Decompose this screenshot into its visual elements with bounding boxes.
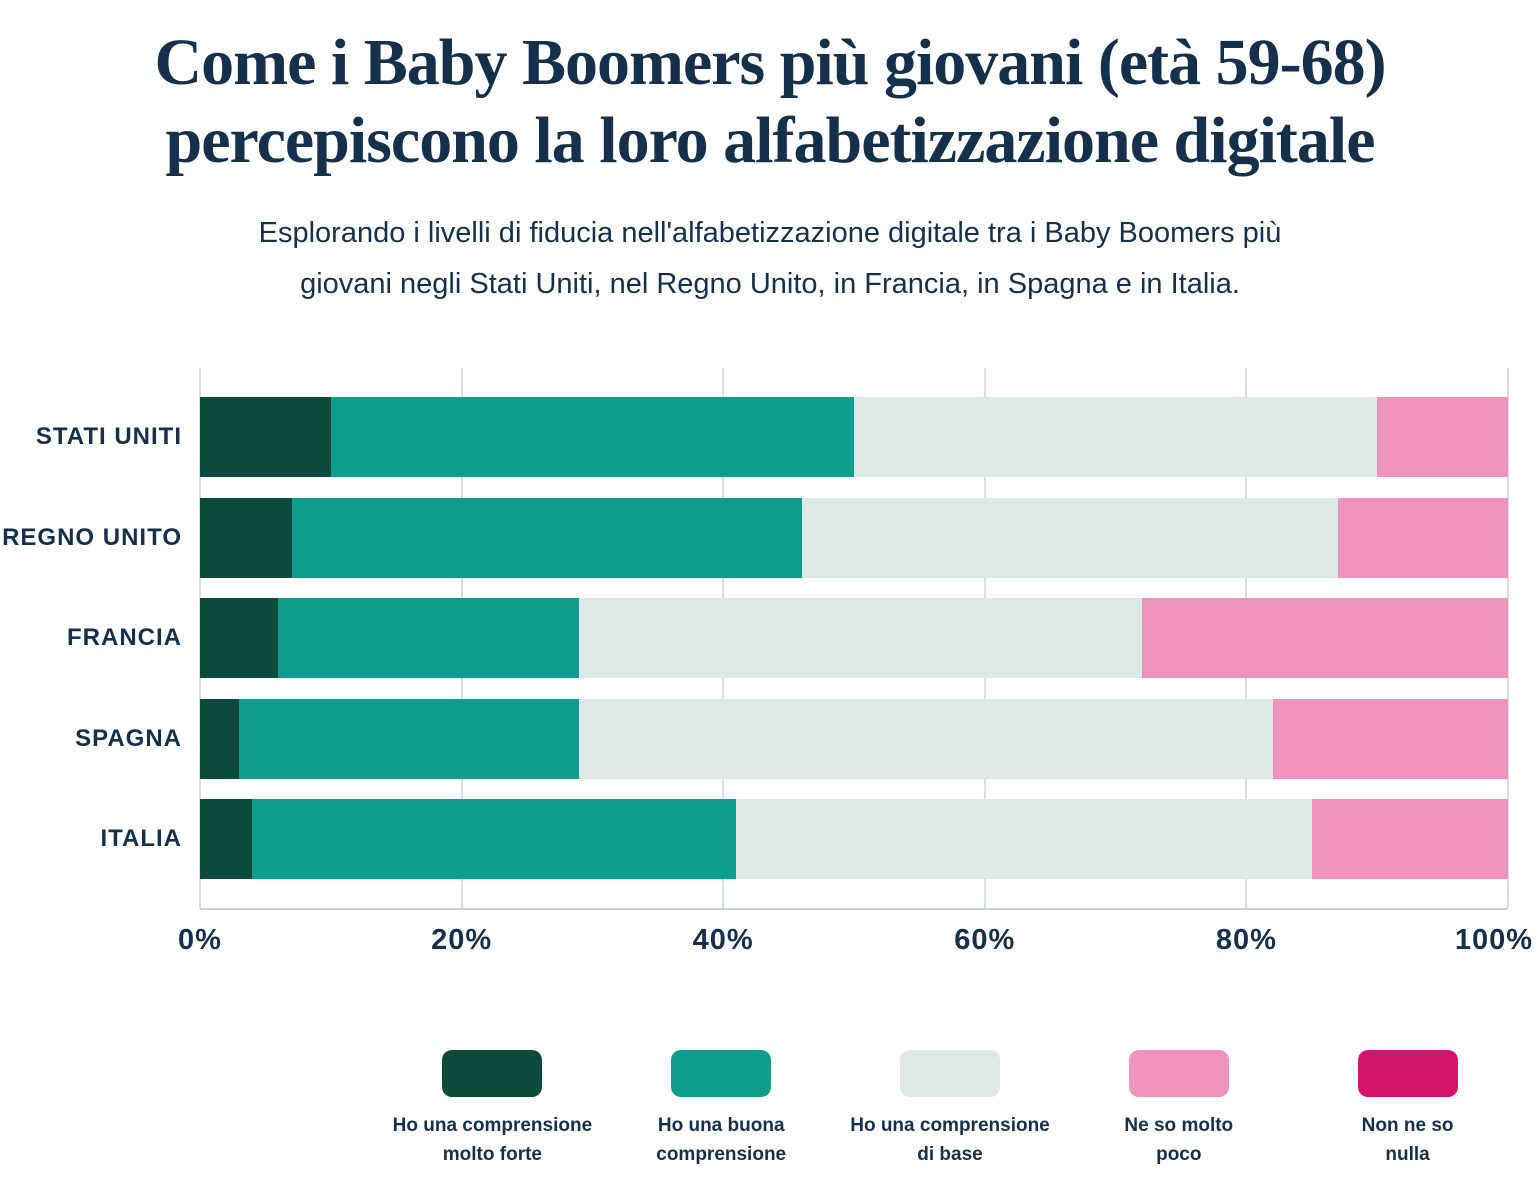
axis-tick-label: 20% <box>431 924 493 956</box>
bar-row <box>200 598 1508 678</box>
category-axis: STATI UNITI REGNO UNITO FRANCIA SPAGNA ITALI… <box>0 368 182 908</box>
bar-row <box>200 397 1508 477</box>
legend-item-label: Ho una buona comprensione <box>656 1115 787 1165</box>
category-label: ITALIA <box>100 825 182 852</box>
bar-segment <box>200 497 292 578</box>
legend-swatch <box>899 1050 1000 1097</box>
legend-item: Ho una buona comprensione <box>607 1050 836 1169</box>
legend-swatch <box>442 1050 543 1097</box>
page-title: Come i Baby Boomers più giovani (età 59-… <box>154 26 1386 177</box>
bar-segment <box>239 698 580 779</box>
bar-segment <box>200 598 279 678</box>
legend-item-label: Ho una comprensione molto forte <box>392 1115 593 1165</box>
bar-segment <box>278 598 580 678</box>
value-axis: 0% 20% 40% 60% 80% 100% <box>178 924 1532 968</box>
legend-item: Ho una comprensione molto forte <box>378 1050 607 1169</box>
legend-item-label: Ne so molto poco <box>1124 1115 1234 1165</box>
legend: Ho una comprensione molto forte Ho una bu… <box>378 1050 1522 1169</box>
bar-segment <box>330 397 854 477</box>
bar-segment <box>200 397 331 477</box>
stacked-bar-chart: STATI UNITI REGNO UNITO FRANCIA SPAGNA ITALI… <box>0 368 1540 968</box>
legend-swatch <box>671 1050 772 1097</box>
bar-segment <box>200 698 240 779</box>
category-label: FRANCIA <box>67 624 182 651</box>
bar-segment <box>291 497 802 578</box>
legend-item: Ho una comprensione di base <box>836 1050 1065 1169</box>
legend-item: Non ne so nulla <box>1293 1050 1522 1169</box>
category-label: REGNO UNITO <box>2 523 182 551</box>
bar-segment <box>1377 397 1508 477</box>
bar-segment <box>736 799 1312 879</box>
category-label: STATI UNITI <box>35 423 182 450</box>
axis-tick-label: 60% <box>954 924 1016 956</box>
bar-segment <box>200 799 253 879</box>
bar-row <box>200 497 1508 578</box>
legend-swatch <box>1357 1050 1458 1097</box>
bar-segment <box>1141 598 1508 678</box>
axis-tick-label: 100% <box>1454 924 1534 956</box>
bar-segment <box>1272 698 1508 779</box>
page-subtitle: Esplorando i livelli di fiducia nell'alf… <box>258 216 1282 301</box>
legend-item-label: Non ne so nulla <box>1361 1115 1454 1165</box>
axis-tick-label: 40% <box>692 924 754 956</box>
bar-segment <box>1311 799 1508 879</box>
bar-segment <box>1337 497 1508 578</box>
legend-item-label: Ho una comprensione di base <box>850 1115 1050 1165</box>
legend-item: Ne so molto poco <box>1064 1050 1293 1169</box>
plot-area <box>199 368 1509 910</box>
bar-row <box>200 698 1508 779</box>
bar-segment <box>252 799 737 879</box>
bar-segment <box>801 497 1338 578</box>
axis-tick-label: 80% <box>1215 924 1277 956</box>
bar-segment <box>579 598 1142 678</box>
gridline <box>1507 368 1509 908</box>
bar-segment <box>579 698 1273 779</box>
axis-tick-label: 0% <box>178 924 222 956</box>
category-label: SPAGNA <box>75 724 182 752</box>
bar-row <box>200 799 1508 879</box>
legend-swatch <box>1128 1050 1229 1097</box>
bar-segment <box>853 397 1378 477</box>
